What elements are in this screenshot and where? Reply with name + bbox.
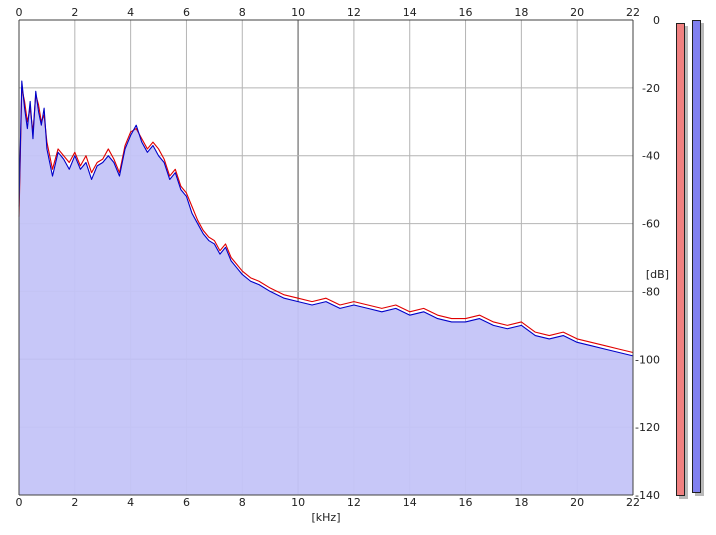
series-group <box>18 80 634 357</box>
x-tick-label-top: 16 <box>459 6 473 19</box>
x-tick-label-bottom: 20 <box>570 496 584 509</box>
x-tick-label-bottom: 18 <box>514 496 528 509</box>
x-tick-label-top: 4 <box>127 6 134 19</box>
y-tick-label: -120 <box>635 421 660 434</box>
x-tick-label-top: 8 <box>239 6 246 19</box>
y-tick-label: -80 <box>642 285 660 298</box>
x-tick-label-bottom: 16 <box>459 496 473 509</box>
x-axis-label: [kHz] <box>312 511 341 524</box>
x-tick-label-top: 6 <box>183 6 190 19</box>
x-tick-labels-bottom: 0 2 4 6 8 10 12 14 16 18 20 22 <box>16 496 641 509</box>
spectrum-fill <box>19 81 633 496</box>
x-tick-label-bottom: 10 <box>291 496 305 509</box>
y-tick-label: -20 <box>642 82 660 95</box>
x-tick-label-bottom: 2 <box>71 496 78 509</box>
y-tick-labels: 0 -20 -40 -60 -80 -100 -120 -140 <box>635 14 660 502</box>
x-tick-label-top: 20 <box>570 6 584 19</box>
x-tick-label-top: 14 <box>403 6 417 19</box>
y-tick-label: -100 <box>635 353 660 366</box>
x-tick-label-bottom: 14 <box>403 496 417 509</box>
x-tick-label-bottom: 8 <box>239 496 246 509</box>
spectrum-area <box>19 81 633 496</box>
y-tick-label: 0 <box>653 14 660 27</box>
right-meter-fill <box>693 21 700 492</box>
x-tick-label-bottom: 12 <box>347 496 361 509</box>
y-tick-label: -60 <box>642 218 660 231</box>
x-tick-label-top: 10 <box>291 6 305 19</box>
x-tick-label-top: 22 <box>626 6 640 19</box>
x-tick-label-bottom: 4 <box>127 496 134 509</box>
x-tick-label-top: 18 <box>514 6 528 19</box>
x-tick-label-top: 2 <box>71 6 78 19</box>
x-tick-label-top: 0 <box>16 6 23 19</box>
y-tick-label: -40 <box>642 150 660 163</box>
y-tick-label: -140 <box>635 489 660 502</box>
x-tick-label-bottom: 6 <box>183 496 190 509</box>
left-channel-meter <box>676 23 685 496</box>
left-meter-fill <box>677 24 684 495</box>
axes <box>18 19 634 496</box>
x-tick-label-bottom: 22 <box>626 496 640 509</box>
x-tick-label-top: 12 <box>347 6 361 19</box>
series-line-blue <box>18 80 634 357</box>
x-tick-labels-top: 0 2 4 6 8 10 12 14 16 18 20 22 <box>16 6 641 19</box>
x-tick-label-bottom: 0 <box>16 496 23 509</box>
series-line-red <box>18 87 634 354</box>
y-axis-label: [dB] <box>646 268 669 281</box>
right-channel-meter <box>692 20 701 493</box>
